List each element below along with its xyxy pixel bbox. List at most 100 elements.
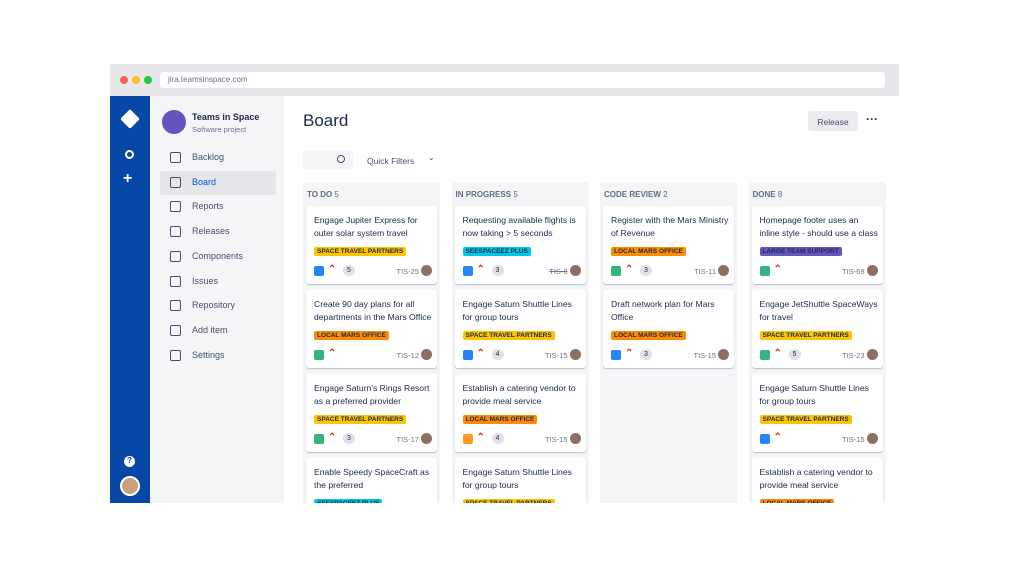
nav-icon [170, 250, 181, 262]
nav-item[interactable]: Reports [160, 195, 276, 219]
assignee-avatar [866, 265, 878, 276]
issue-card[interactable]: Register with the Mars Ministry of Reven… [603, 206, 734, 284]
story-points: 3 [640, 349, 652, 360]
issue-type-icon [759, 266, 770, 276]
nav-item[interactable]: Add item [160, 319, 276, 343]
story-points: 3 [491, 265, 504, 276]
issue-card[interactable]: Engage Saturn Shuttle Lines for group to… [751, 374, 883, 452]
minimize-dot[interactable] [132, 76, 140, 84]
issue-card[interactable]: Establish a catering vendor to provide m… [454, 374, 586, 452]
nav-item[interactable]: Settings [160, 344, 276, 368]
story-points: 3 [640, 265, 652, 276]
search-icon[interactable] [125, 150, 134, 159]
column: TO DO 5 Engage Jupiter Express for outer … [303, 182, 440, 503]
issue-card[interactable]: Establish a catering vendor to provide m… [751, 458, 883, 503]
assignee-avatar [421, 433, 432, 444]
release-button[interactable]: Release [808, 111, 858, 131]
zoom-dot[interactable] [144, 76, 152, 84]
issue-card[interactable]: Enable Speedy SpaceCraft as the preferre… [306, 458, 437, 503]
card-title: Engage Saturn Shuttle Lines for group to… [759, 383, 869, 406]
filter-chevron[interactable]: ⌄ [428, 153, 435, 162]
issue-card[interactable]: Draft network plan for Mars Office LOCAL … [603, 290, 734, 368]
issue-card[interactable]: Engage Saturn Shuttle Lines for group to… [454, 290, 586, 368]
story-points: 3 [343, 433, 355, 444]
issue-card[interactable]: Create 90 day plans for all departments … [306, 290, 437, 368]
story-points: 4 [491, 349, 504, 360]
issue-card[interactable]: Engage JetShuttle SpaceWays for travel SP… [751, 290, 883, 368]
priority-icon: ⌃ [328, 432, 337, 443]
nav-icon [170, 275, 181, 287]
card-title: Draft network plan for Mars Office [611, 299, 715, 322]
column-name: CODE REVIEW [604, 190, 661, 199]
card-title: Establish a catering vendor to provide m… [759, 467, 873, 490]
issue-key: TIS-15 [693, 351, 716, 360]
issue-type-icon [611, 266, 621, 276]
nav-item[interactable]: Repository [160, 294, 276, 318]
card-label: SEESPACEEZ PLUS [462, 247, 531, 256]
nav-icon [170, 349, 181, 361]
help-icon[interactable]: ? [124, 456, 135, 467]
nav-item[interactable]: Issues [160, 270, 276, 294]
project-name: Teams in Space [192, 112, 260, 122]
priority-icon: ⌃ [773, 264, 782, 275]
issue-card[interactable]: Engage Saturn Shuttle Lines for group to… [454, 458, 586, 503]
more-button[interactable]: ··· [866, 112, 878, 126]
url-bar[interactable]: jira.teamsinspace.com [160, 72, 885, 88]
nav-icon [170, 152, 181, 163]
issue-card[interactable]: Requesting available flights is now taki… [454, 206, 586, 284]
card-label: LOCAL MARS OFFICE [314, 331, 389, 340]
issue-type-icon [314, 434, 324, 444]
close-dot[interactable] [120, 76, 128, 84]
quick-filters[interactable]: Quick Filters [367, 156, 415, 166]
column-header: TO DO 5 [307, 190, 339, 199]
issue-card[interactable]: Engage Saturn's Rings Resort as a prefer… [306, 374, 437, 452]
issue-card[interactable]: Engage Jupiter Express for outer solar s… [306, 206, 437, 284]
issue-type-icon [314, 350, 324, 360]
column: IN PROGRESS 5 Requesting available flight… [451, 182, 589, 503]
issue-key: TIS-17 [396, 435, 419, 444]
nav-item[interactable]: Components [160, 245, 276, 269]
priority-icon: ⌃ [773, 432, 782, 443]
card-label: LOCAL MARS OFFICE [611, 247, 686, 256]
card-label: SPACE TRAVEL PARTNERS [314, 247, 407, 256]
create-icon[interactable]: + [123, 170, 133, 187]
issue-key: TIS-11 [694, 267, 716, 276]
issue-key: TIS-68 [841, 267, 865, 276]
logo[interactable] [120, 109, 140, 129]
issue-key: TIS-15 [841, 435, 865, 444]
card-label: SPACE TRAVEL PARTNERS [462, 331, 555, 340]
project-type: Software project [192, 125, 247, 134]
nav-icon [170, 324, 181, 336]
nav-icon [170, 300, 181, 312]
nav-item[interactable]: Releases [160, 220, 276, 244]
priority-icon: ⌃ [328, 264, 337, 275]
column: CODE REVIEW 2 Register with the Mars Mini… [600, 182, 737, 503]
story-points: 4 [491, 433, 504, 444]
nav-item[interactable]: Backlog [160, 146, 276, 170]
column-count: 8 [777, 190, 783, 199]
card-title: Engage Jupiter Express for outer solar s… [314, 215, 418, 238]
card-title: Homepage footer uses an inline style - s… [759, 215, 878, 238]
card-label: LARGE TEAM SUPPORT [759, 247, 842, 256]
card-label: LOCAL MARS OFFICE [462, 415, 538, 424]
card-label: LOCAL MARS OFFICE [611, 331, 686, 340]
issue-key: TIS-8 [549, 267, 568, 276]
column: DONE 8 Homepage footer uses an inline sty… [748, 182, 886, 503]
column-header: DONE 8 [753, 190, 783, 199]
issue-type-icon [759, 434, 770, 444]
priority-icon: ⌃ [476, 432, 485, 443]
priority-icon: ⌃ [476, 348, 485, 359]
search-box[interactable] [303, 150, 353, 170]
priority-icon: ⌃ [625, 264, 634, 275]
issue-card[interactable]: Homepage footer uses an inline style - s… [751, 206, 883, 284]
card-title: Requesting available flights is now taki… [462, 215, 576, 238]
user-avatar[interactable] [120, 476, 140, 496]
issue-type-icon [462, 434, 473, 444]
nav-item[interactable]: Board [160, 170, 276, 195]
story-points: 5 [343, 265, 355, 276]
assignee-avatar [718, 265, 729, 276]
card-label: SPACE TRAVEL PARTNERS [759, 415, 852, 424]
assignee-avatar [866, 349, 878, 360]
column-name: DONE [752, 190, 776, 199]
story-points: 5 [788, 349, 801, 360]
